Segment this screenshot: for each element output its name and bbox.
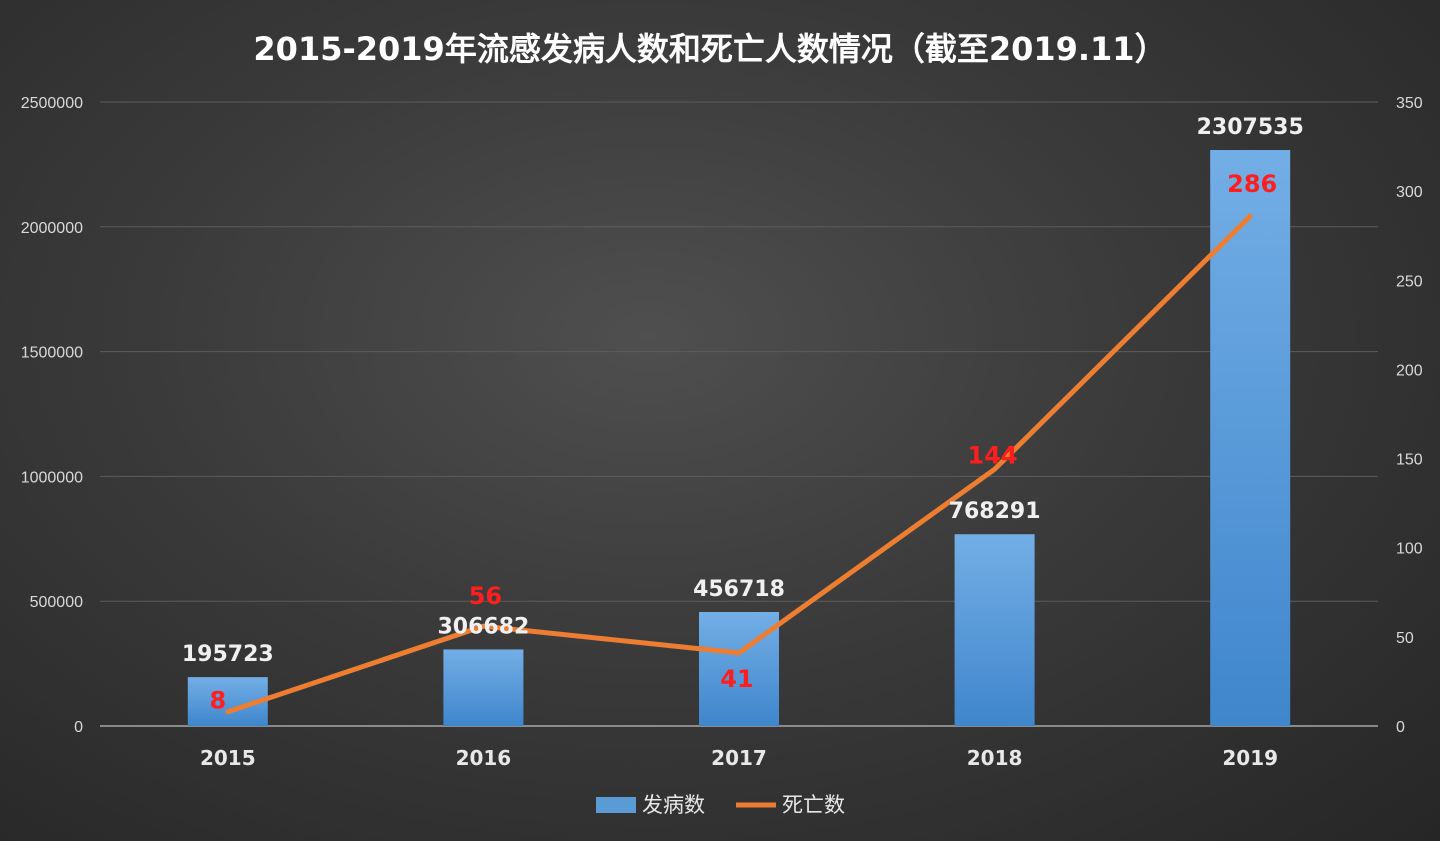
bar-data-label: 456718 xyxy=(693,577,785,602)
bar-data-label: 306682 xyxy=(437,614,529,639)
line-data-label: 286 xyxy=(1227,170,1277,198)
legend: 发病数 死亡数 xyxy=(596,793,845,817)
left-tick-label: 1000000 xyxy=(21,469,83,486)
line-data-label: 8 xyxy=(209,687,226,715)
bar-data-labels: 195723 306682 456718 768291 2307535 xyxy=(182,115,1304,667)
right-tick-label: 300 xyxy=(1396,184,1423,201)
left-axis: 0 500000 1000000 1500000 2000000 2500000 xyxy=(21,95,83,736)
left-tick-label: 1500000 xyxy=(21,345,83,362)
bar xyxy=(443,649,524,726)
right-axis: 0 50 100 150 200 250 300 350 xyxy=(1396,95,1423,736)
x-tick-label: 2017 xyxy=(711,746,767,770)
legend-swatch-bar xyxy=(596,797,636,813)
x-tick-label: 2018 xyxy=(967,746,1023,770)
right-tick-label: 150 xyxy=(1396,452,1423,469)
line-path xyxy=(225,213,1253,715)
legend-label: 发病数 xyxy=(642,793,705,817)
line-data-label: 56 xyxy=(469,582,502,610)
grid-lines xyxy=(100,101,1378,727)
chart-title: 2015-2019年流感发病人数和死亡人数情况（截至2019.11） xyxy=(253,30,1166,68)
left-tick-label: 2500000 xyxy=(21,95,83,112)
x-axis: 2015 2016 2017 2018 2019 xyxy=(200,746,1278,770)
right-tick-label: 0 xyxy=(1396,719,1405,736)
line-series xyxy=(225,213,1253,715)
bar-data-label: 195723 xyxy=(182,642,274,667)
right-tick-label: 350 xyxy=(1396,95,1423,112)
bar-data-label: 2307535 xyxy=(1197,115,1304,140)
left-tick-label: 0 xyxy=(74,719,83,736)
right-tick-label: 200 xyxy=(1396,362,1423,379)
bar-series xyxy=(187,150,1291,727)
right-tick-label: 100 xyxy=(1396,541,1423,558)
right-tick-label: 50 xyxy=(1396,630,1414,647)
bar xyxy=(1210,150,1291,727)
bar xyxy=(954,534,1035,726)
left-tick-label: 500000 xyxy=(30,594,83,611)
x-tick-label: 2019 xyxy=(1222,746,1278,770)
line-data-label: 144 xyxy=(968,441,1018,469)
right-tick-label: 250 xyxy=(1396,273,1423,290)
line-data-labels: 8 56 41 144 286 xyxy=(209,170,1277,715)
line-data-label: 41 xyxy=(720,665,753,693)
legend-label: 死亡数 xyxy=(782,793,845,817)
x-tick-label: 2016 xyxy=(456,746,512,770)
x-tick-label: 2015 xyxy=(200,746,256,770)
left-tick-label: 2000000 xyxy=(21,220,83,237)
bar-data-label: 768291 xyxy=(949,499,1041,524)
